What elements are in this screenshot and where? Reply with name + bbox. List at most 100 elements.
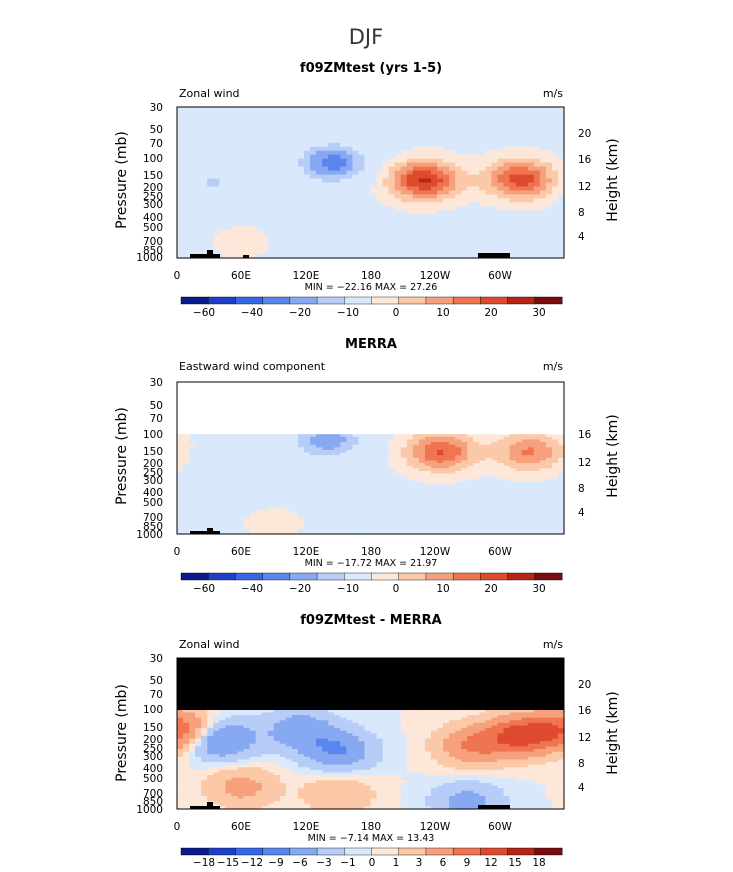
heatmap-cell <box>177 246 184 251</box>
heatmap-cell <box>461 234 468 239</box>
heatmap-cell <box>316 463 323 467</box>
heatmap-cell <box>249 162 257 168</box>
heatmap-cell <box>443 154 450 160</box>
heatmap-cell <box>322 226 329 231</box>
heatmap-cell <box>310 146 317 152</box>
x-tick-label: 120E <box>293 546 320 558</box>
heatmap-cell <box>297 186 305 192</box>
heatmap-cell <box>437 242 444 247</box>
heatmap-cell <box>376 162 384 168</box>
heatmap-cell <box>491 478 499 483</box>
heatmap-cell <box>491 463 499 467</box>
heatmap-cell <box>455 250 462 255</box>
heatmap-cell <box>334 234 341 239</box>
heatmap-cell <box>291 202 299 207</box>
heatmap-cell <box>195 138 202 144</box>
heatmap-cell <box>334 250 341 255</box>
heatmap-cell <box>551 484 559 488</box>
heatmap-cell <box>412 170 420 176</box>
heatmap-cell <box>340 142 347 148</box>
figure-title: DJF <box>349 25 383 49</box>
heatmap-cell <box>418 455 426 459</box>
heatmap-cell <box>177 452 184 456</box>
heatmap-cell <box>237 130 245 136</box>
heatmap-cell <box>303 174 311 180</box>
heatmap-cell <box>352 489 360 493</box>
heatmap-cell <box>461 158 468 164</box>
heatmap-cell <box>237 182 245 188</box>
heatmap-cell <box>177 463 184 467</box>
y-tick-label: 70 <box>150 413 163 425</box>
heatmap-cell <box>400 186 408 192</box>
heatmap-cell <box>545 505 553 509</box>
heatmap-cell <box>358 142 366 148</box>
heatmap-cell <box>376 449 384 454</box>
heatmap-cell <box>521 130 529 136</box>
heatmap-cell <box>376 523 384 527</box>
heatmap-cell <box>382 505 390 509</box>
heatmap-cell <box>340 518 347 522</box>
heatmap-cell <box>213 214 220 219</box>
heatmap-cell <box>551 436 559 441</box>
heatmap-cell <box>430 457 438 462</box>
heatmap-cell <box>467 457 474 462</box>
heatmap-cell <box>503 130 511 136</box>
heatmap-cell <box>545 436 553 441</box>
heatmap-cell <box>316 250 323 255</box>
heatmap-cell <box>267 198 275 203</box>
heatmap-cell <box>430 476 438 480</box>
heatmap-cell <box>424 442 432 446</box>
heatmap-cell <box>261 170 269 176</box>
heatmap-cell <box>207 122 214 128</box>
heatmap-cell <box>334 242 341 247</box>
heatmap-cell <box>382 518 390 522</box>
heatmap-cell <box>291 476 299 480</box>
heatmap-cell <box>406 449 414 454</box>
heatmap-cell <box>201 206 208 211</box>
heatmap-cell <box>449 118 456 124</box>
heatmap-cell <box>243 444 251 448</box>
heatmap-cell <box>285 206 293 211</box>
heatmap-cell <box>557 444 565 448</box>
heatmap-cell <box>497 505 505 509</box>
heatmap-cell <box>310 118 317 124</box>
heatmap-cell <box>437 486 444 490</box>
heatmap-cell <box>183 499 190 504</box>
heatmap-cell <box>346 186 353 192</box>
heatmap-cell <box>551 523 559 527</box>
heatmap-cell <box>346 447 353 451</box>
heatmap-cell <box>406 484 414 488</box>
heatmap-cell <box>207 499 214 504</box>
heatmap-cell <box>515 507 523 511</box>
heatmap-cell <box>201 465 208 469</box>
heatmap-cell <box>406 230 414 235</box>
heatmap-cell <box>340 238 347 243</box>
heatmap-cell <box>267 505 275 509</box>
heatmap-cell <box>455 497 462 501</box>
heatmap-cell <box>364 222 372 227</box>
heatmap-cell <box>285 186 293 192</box>
heatmap-cell <box>497 130 505 136</box>
heatmap-cell <box>430 158 438 164</box>
heatmap-cell <box>521 138 529 144</box>
heatmap-cell <box>243 447 251 451</box>
min-max-stats: MIN = −17.72 MAX = 21.97 <box>305 558 438 569</box>
heatmap-cell <box>177 206 184 211</box>
heatmap-cell <box>303 512 311 517</box>
heatmap-cell <box>285 146 293 152</box>
heatmap-cell <box>352 436 360 441</box>
heatmap-cell <box>328 447 335 451</box>
heatmap-cell <box>261 531 269 535</box>
heatmap-cell <box>267 238 275 243</box>
heatmap-cell <box>521 214 529 219</box>
heatmap-cell <box>303 489 311 493</box>
heatmap-cell <box>394 470 402 475</box>
heatmap-cell <box>303 170 311 176</box>
heatmap-cell <box>473 531 480 535</box>
heatmap-cell <box>509 455 517 459</box>
heatmap-cell <box>316 166 323 172</box>
heatmap-cell <box>219 436 226 441</box>
heatmap-cell <box>491 118 499 124</box>
heatmap-cell <box>316 505 323 509</box>
heatmap-cell <box>424 523 432 527</box>
